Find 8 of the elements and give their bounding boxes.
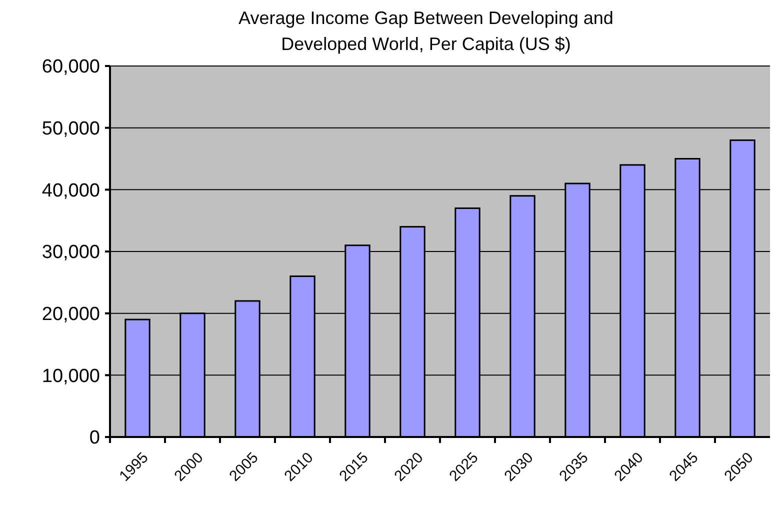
y-tick-label: 30,000	[42, 242, 100, 264]
chart-title: Average Income Gap Between Developing and Developed World, Per Capita (US $)	[238, 8, 614, 54]
y-tick-label: 50,000	[42, 118, 100, 140]
y-tick-label: 60,000	[42, 56, 100, 78]
y-tick-label: 40,000	[42, 180, 100, 202]
y-tick-label: 10,000	[42, 366, 100, 387]
y-tick-label: 0	[89, 428, 100, 449]
y-tick-label: 20,000	[42, 304, 100, 325]
